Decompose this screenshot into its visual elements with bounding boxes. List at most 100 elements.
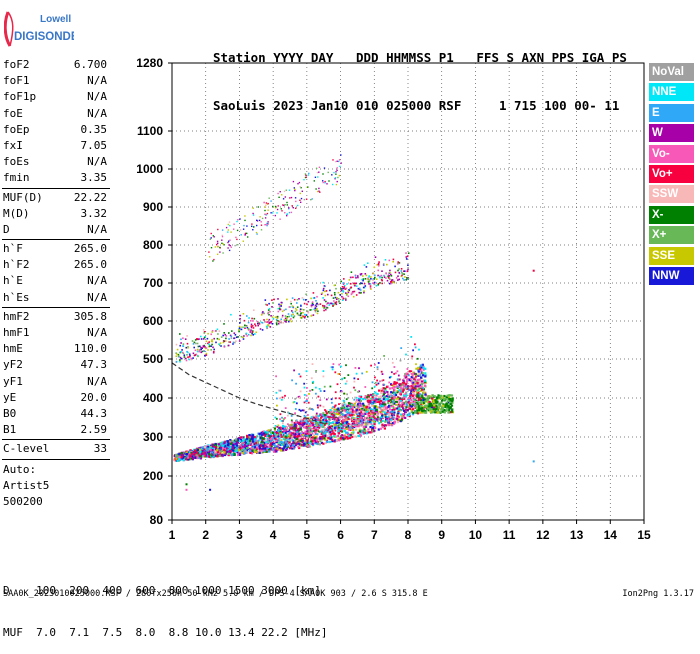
echo-point [178,456,181,459]
echo-point [206,449,209,452]
echo-point [207,349,209,351]
echo-point [314,309,317,312]
echo-point [362,398,365,401]
echo-point [337,430,340,433]
echo-point [364,273,367,275]
echo-point [313,416,316,419]
param-row: M(D) 3.32 [0,206,112,222]
echo-point [386,385,389,388]
echo-point [268,318,271,321]
echo-point [384,399,387,402]
echo-point [324,182,326,184]
echo-point [241,326,243,328]
echo-point [363,264,366,266]
echo-point [229,341,231,343]
echo-point [210,333,212,336]
echo-point [298,373,301,375]
echo-point [276,323,278,326]
echo-point [267,312,269,315]
param-label: fxI [3,138,23,152]
echo-point [301,441,304,444]
echo-point [386,263,388,266]
echo-point [363,428,366,431]
echo-point [396,399,399,403]
echo-point [258,447,261,450]
echo-point [396,417,399,421]
echo-point [309,433,312,437]
echo-point [297,433,300,436]
echo-point [315,392,317,395]
param-row: hmE 110.0 [0,341,112,357]
echo-point [203,331,206,333]
echo-point [264,213,266,215]
echo-point [390,282,392,285]
echo-point [299,310,301,312]
echo-point [285,448,288,451]
echo-point [217,246,219,248]
echo-point [282,438,285,441]
echo-point [343,400,345,402]
param-value: N/A [87,374,107,388]
echo-point [251,331,253,333]
echo-point [270,320,272,323]
echo-point [325,420,328,423]
echo-point [286,414,289,417]
echo-point [323,305,326,307]
echo-point [412,411,415,414]
echo-point [418,395,421,398]
echo-point [277,389,280,392]
echo-point [281,310,284,313]
echo-point [390,375,392,378]
echo-point [316,295,318,298]
echo-point [386,415,389,418]
echo-point [346,437,349,440]
echo-point [381,276,383,279]
echo-point [320,413,323,416]
echo-point [428,407,431,410]
echo-point [364,398,367,401]
echo-point [363,291,365,294]
echo-point [351,413,354,416]
echo-point [206,447,209,450]
echo-point [342,299,344,301]
echo-point [370,398,373,400]
param-separator [2,239,110,241]
echo-point [346,407,349,410]
echo-point [228,332,230,334]
echo-point [329,440,332,443]
echo-point [402,407,405,410]
param-value: N/A [87,326,107,339]
echo-point [256,451,259,454]
y-tick-label: 80 [150,513,164,527]
echo-point [284,441,288,444]
echo-point [432,410,435,413]
echo-point [304,411,307,414]
echo-point [245,332,248,335]
echo-point [421,385,424,389]
param-label: h`F2 [3,258,30,272]
echo-point [261,312,264,315]
echo-point [227,223,229,226]
echo-point [345,299,347,301]
echo-point [314,433,317,435]
echo-point [196,342,199,345]
echo-point [285,308,287,311]
param-row: fmin 3.35 [0,170,112,186]
echo-point [382,379,385,382]
echo-point [313,426,316,429]
echo-point [304,315,306,318]
echo-point [397,396,400,399]
echo-point [395,385,399,388]
echo-point [430,397,434,400]
echo-point [214,454,217,457]
echo-point [210,454,213,457]
echo-point [332,304,334,307]
echo-point [303,442,306,446]
echo-point [341,288,344,290]
echo-point [220,441,223,444]
echo-point [251,436,254,439]
echo-point [386,279,389,282]
echo-point [278,426,281,429]
echo-point [323,390,326,392]
echo-point [381,419,384,422]
